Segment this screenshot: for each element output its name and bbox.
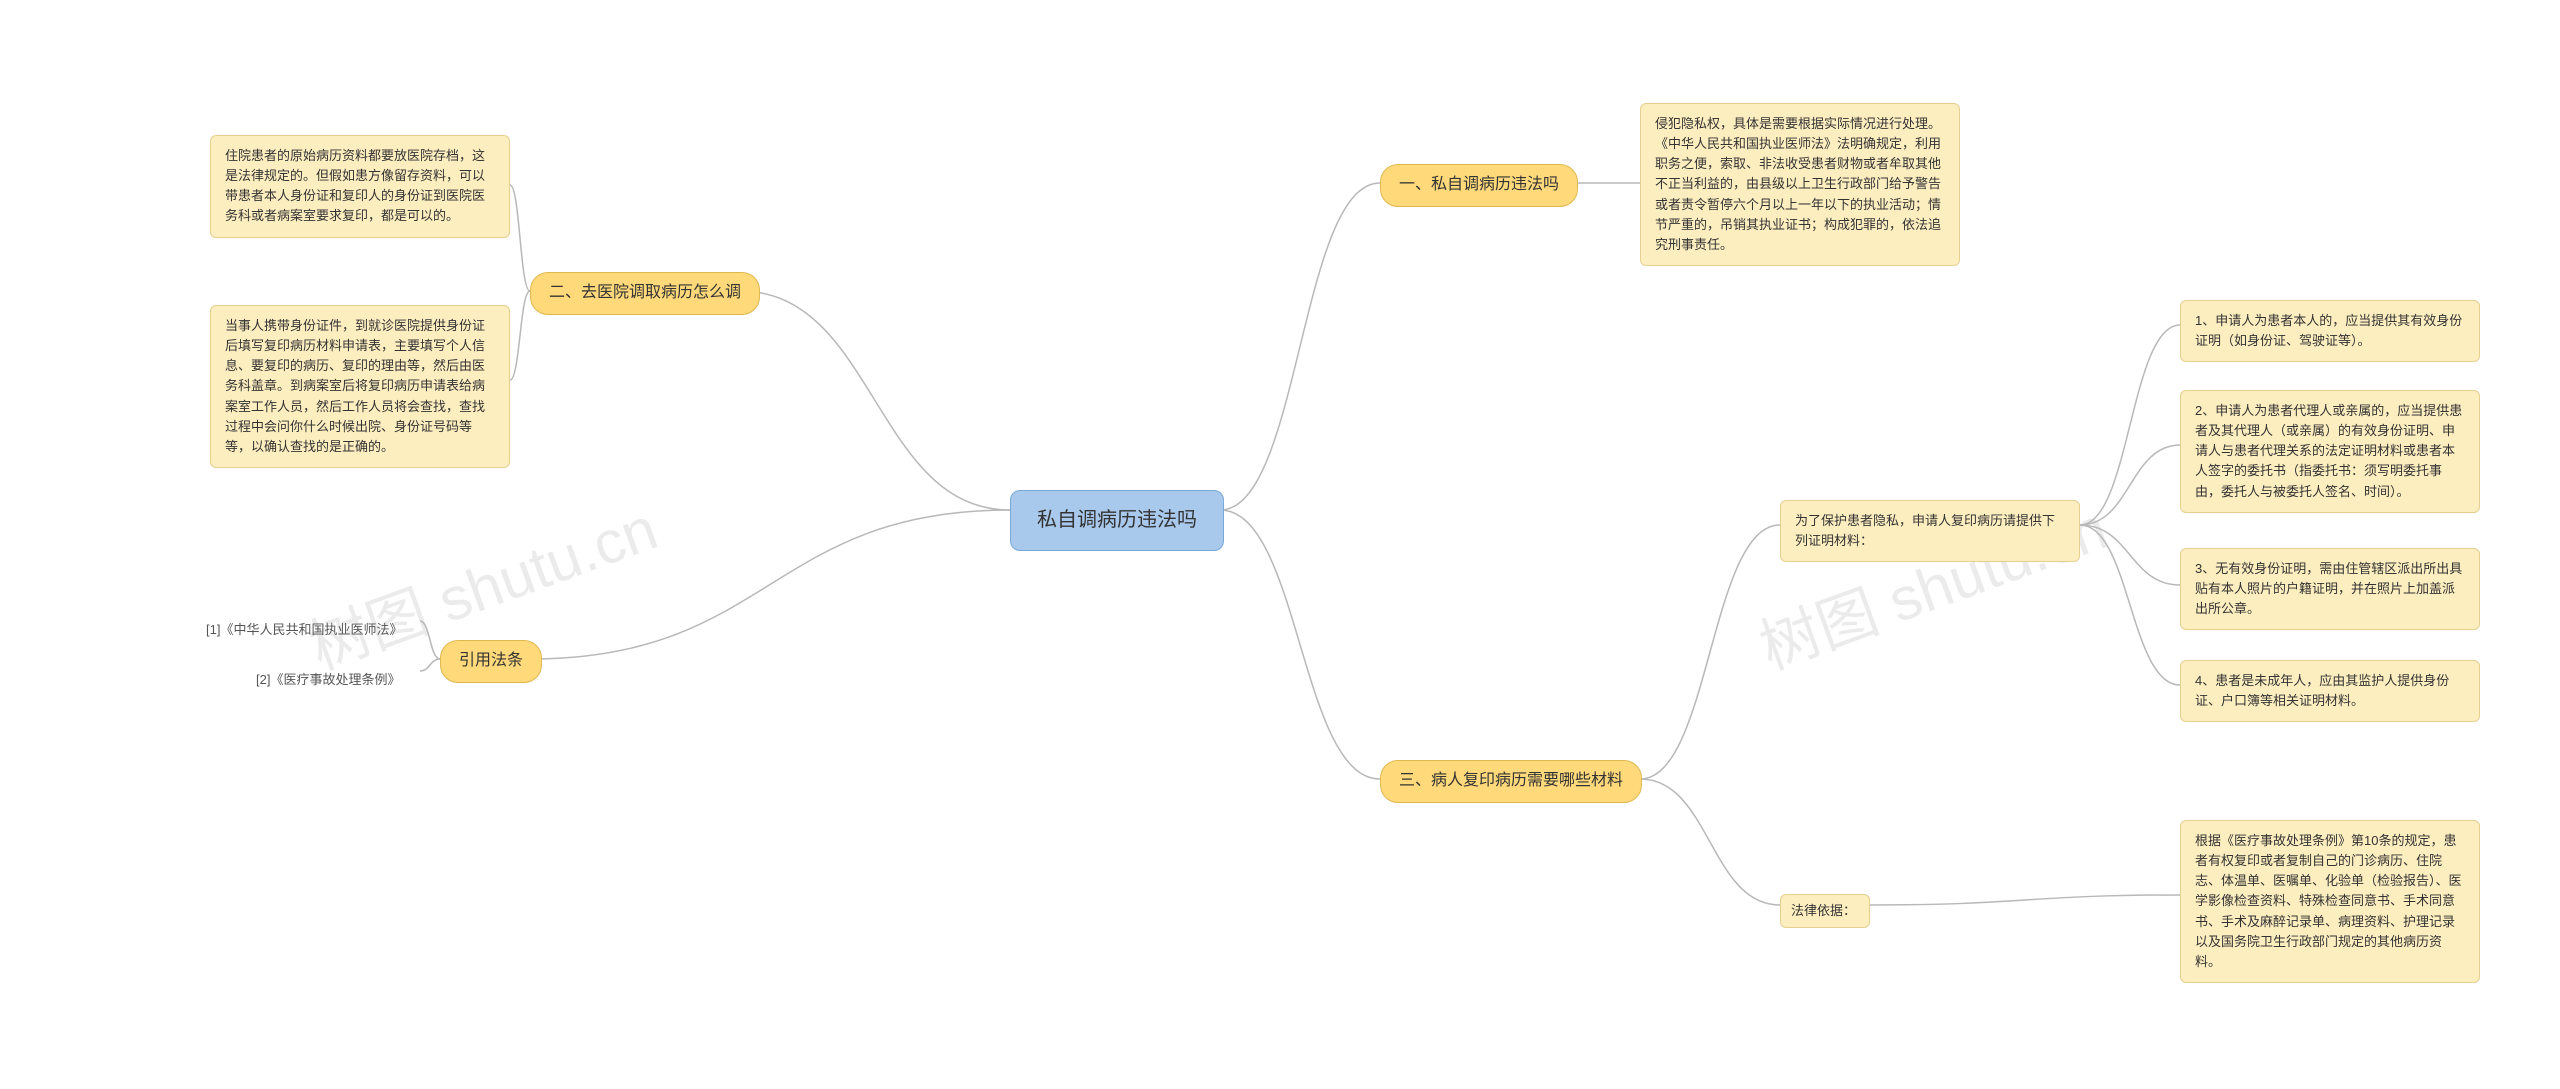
root-node[interactable]: 私自调病历违法吗: [1010, 490, 1224, 551]
leaf-2b: 当事人携带身份证件，到就诊医院提供身份证后填写复印病历材料申请表，主要填写个人信…: [210, 305, 510, 468]
leaf-4b: [2]《医疗事故处理条例》: [240, 660, 416, 700]
leaf-3a4: 4、患者是未成年人，应由其监护人提供身份证、户口簿等相关证明材料。: [2180, 660, 2480, 722]
branch-4[interactable]: 引用法条: [440, 640, 542, 683]
leaf-3a1: 1、申请人为患者本人的，应当提供其有效身份证明（如身份证、驾驶证等）。: [2180, 300, 2480, 362]
leaf-2a: 住院患者的原始病历资料都要放医院存档，这是法律规定的。但假如患方像留存资料，可以…: [210, 135, 510, 238]
branch-3b[interactable]: 法律依据：: [1780, 894, 1870, 928]
branch-2[interactable]: 二、去医院调取病历怎么调: [530, 272, 760, 315]
leaf-4a: [1]《中华人民共和国执业医师法》: [190, 610, 418, 650]
leaf-3b1: 根据《医疗事故处理条例》第10条的规定，患者有权复印或者复制自己的门诊病历、住院…: [2180, 820, 2480, 983]
branch-3a[interactable]: 为了保护患者隐私，申请人复印病历请提供下列证明材料：: [1780, 500, 2080, 562]
branch-3[interactable]: 三、病人复印病历需要哪些材料: [1380, 760, 1642, 803]
branch-1[interactable]: 一、私自调病历违法吗: [1380, 164, 1578, 207]
leaf-3a2: 2、申请人为患者代理人或亲属的，应当提供患者及其代理人（或亲属）的有效身份证明、…: [2180, 390, 2480, 513]
leaf-1: 侵犯隐私权，具体是需要根据实际情况进行处理。《中华人民共和国执业医师法》法明确规…: [1640, 103, 1960, 266]
leaf-3a3: 3、无有效身份证明，需由住管辖区派出所出具贴有本人照片的户籍证明，并在照片上加盖…: [2180, 548, 2480, 630]
